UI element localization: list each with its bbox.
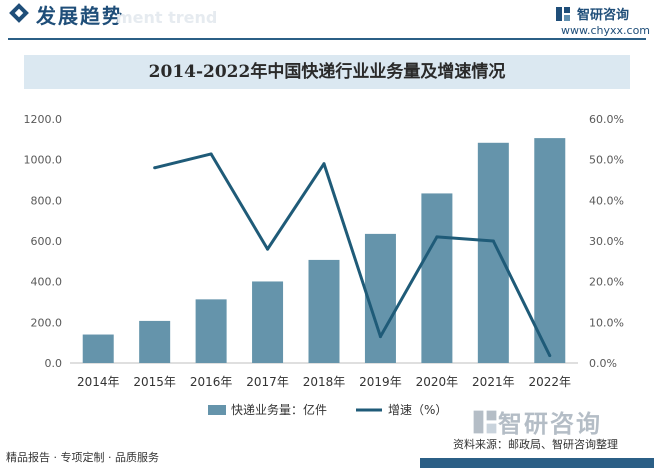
section-title: 发展趋势: [36, 4, 124, 28]
y-right-tick-label: 50.0%: [589, 154, 624, 167]
y-left-tick-label: 800.0: [31, 194, 63, 207]
footer-tagline: 精品报告 · 专项定制 · 品质服务: [6, 451, 159, 464]
y-right-tick-label: 20.0%: [589, 276, 624, 289]
section-subtitle: ment trend: [116, 8, 218, 27]
bar: [308, 259, 340, 363]
chart-title: 2014-2022年中国快递行业业务量及增速情况: [24, 55, 630, 89]
line-point: [378, 335, 382, 339]
line-point: [266, 247, 270, 251]
y-right-tick-label: 60.0%: [589, 113, 624, 126]
bar: [252, 281, 284, 363]
line-point: [209, 152, 213, 156]
bar: [139, 320, 171, 363]
bar: [421, 193, 453, 363]
logo-icon: [556, 6, 570, 21]
header-rule: [8, 38, 646, 40]
brand-logo: 智研咨询: [555, 4, 629, 23]
legend-line-label: 增速（%）: [388, 403, 447, 417]
legend-bar-label: 快递业务量：亿件: [231, 402, 327, 417]
x-tick-label: 2016年: [190, 375, 233, 389]
y-right-tick-label: 40.0%: [589, 194, 624, 207]
footer-logo: 智研咨询: [472, 404, 602, 439]
bar: [534, 138, 566, 363]
line-point: [435, 235, 439, 239]
x-tick-label: 2014年: [77, 375, 120, 389]
x-tick-label: 2015年: [133, 375, 176, 389]
y-left-tick-label: 400.0: [31, 276, 63, 289]
footer-logo-name: 智研咨询: [498, 410, 602, 438]
logo-url: www.chyxx.com: [561, 24, 651, 37]
y-right-tick-label: 0.0%: [589, 357, 617, 370]
bar: [364, 233, 396, 363]
x-tick-label: 2018年: [303, 375, 346, 389]
x-tick-label: 2022年: [529, 375, 572, 389]
x-tick-label: 2017年: [246, 375, 289, 389]
y-left-tick-label: 1000.0: [24, 154, 63, 167]
y-left-tick-label: 0.0: [45, 357, 63, 370]
y-left-tick-label: 600.0: [31, 235, 63, 248]
line-point: [491, 239, 495, 243]
diamond-icon: [9, 3, 29, 23]
growth-line: [154, 152, 552, 357]
source-note: 资料来源：邮政局、智研咨询整理: [453, 438, 618, 451]
legend-bar-swatch: [208, 405, 226, 415]
footer-logo-icon: [473, 410, 497, 433]
x-tick-label: 2021年: [472, 375, 515, 389]
logo-name: 智研咨询: [577, 8, 630, 23]
header: 发展趋势 ment trend 智研咨询 www.chyxx.com: [0, 0, 654, 40]
footer-bar: [420, 458, 654, 468]
line-point: [153, 166, 157, 170]
bar: [477, 142, 509, 363]
y-left-tick-label: 1200.0: [24, 113, 63, 126]
line-point: [548, 354, 552, 358]
y-right-tick-label: 10.0%: [589, 316, 624, 329]
line-point: [322, 162, 326, 166]
y-left-tick-label: 200.0: [31, 316, 63, 329]
bar: [195, 299, 227, 363]
bar: [82, 334, 114, 363]
x-tick-label: 2020年: [416, 375, 459, 389]
x-tick-label: 2019年: [359, 375, 402, 389]
chart: 0.0 200.0 400.0 600.0 800.0 1000.0 1200.0 0.0% 1…: [24, 113, 624, 417]
y-right-tick-label: 30.0%: [589, 235, 624, 248]
